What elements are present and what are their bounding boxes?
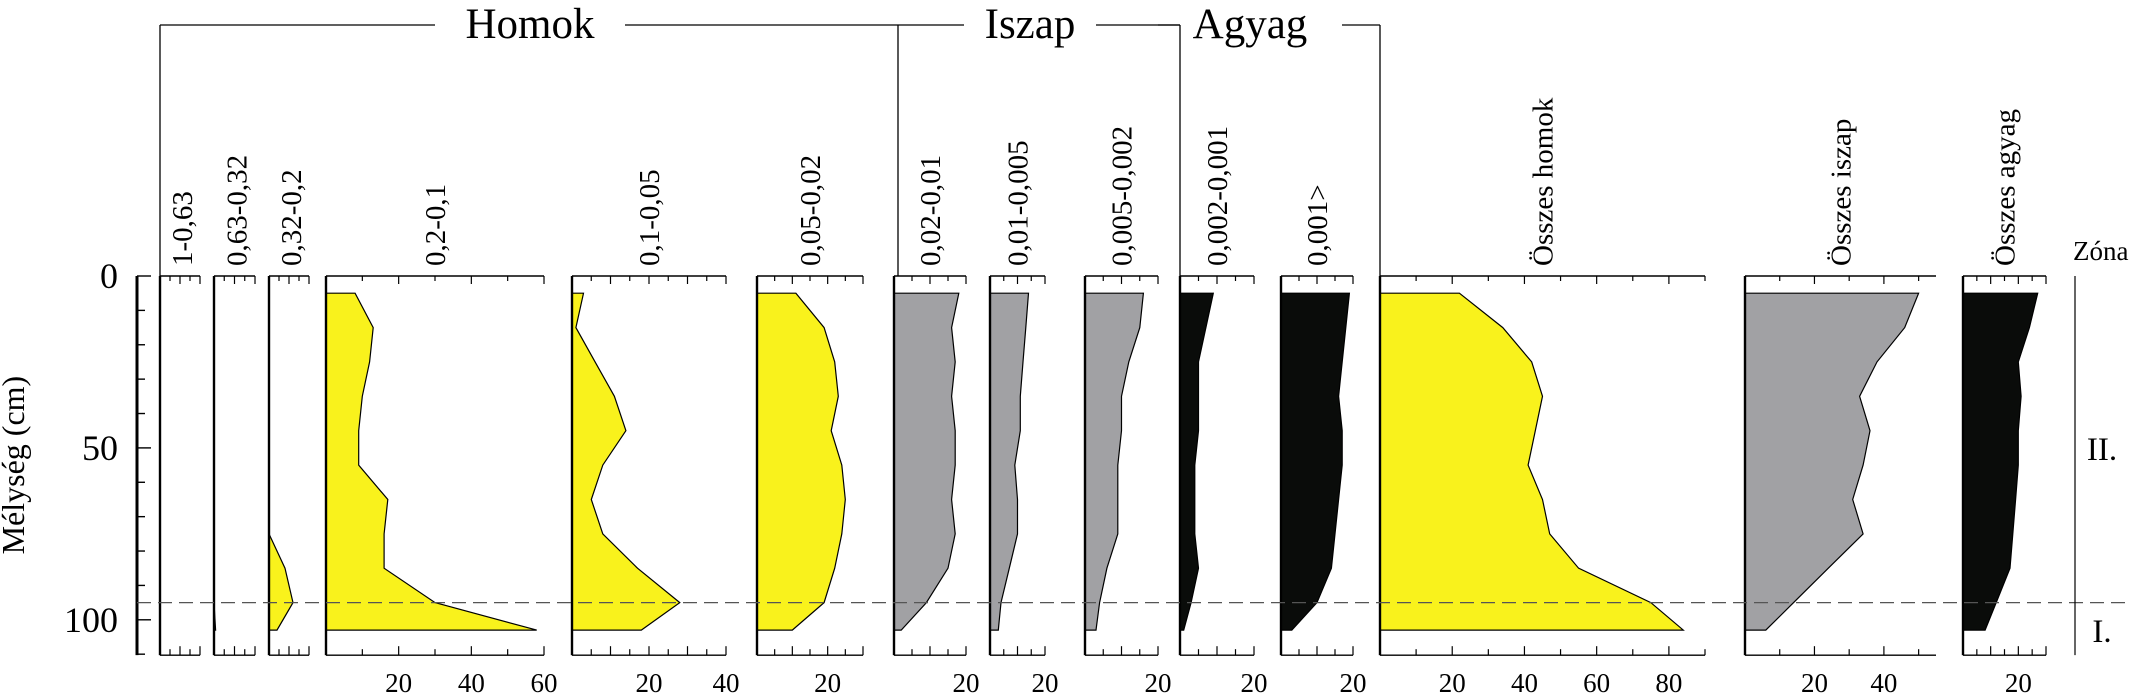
depth-tick-label: 50 <box>82 428 118 468</box>
x-tick-label: 20 <box>385 668 412 696</box>
series-area-10 <box>1280 292 1351 631</box>
x-tick-label: 20 <box>1145 668 1172 696</box>
axes-layer <box>135 24 2132 656</box>
panel-title: Összes iszap <box>1826 119 1858 266</box>
series-area-8 <box>1084 292 1145 631</box>
panel-title: 1-0,63 <box>167 191 199 266</box>
panel-title: 0,005-0,002 <box>1107 126 1139 266</box>
x-tick-label: 80 <box>1655 668 1682 696</box>
panel-title: Összes homok <box>1528 97 1560 266</box>
panel-title: 0,05-0,02 <box>795 155 827 266</box>
panel-title: 0,63-0,32 <box>222 155 254 266</box>
series-area-13 <box>1962 292 2039 631</box>
panel-title: 0,32-0,2 <box>276 169 308 266</box>
series-fills-layer <box>213 292 2039 631</box>
series-area-11 <box>1379 292 1685 631</box>
panel-title: Összes agyag <box>1990 109 2022 266</box>
series-area-3 <box>325 292 537 631</box>
group-label: Iszap <box>985 1 1076 48</box>
x-tick-label: 20 <box>1241 668 1268 696</box>
x-tick-label: 40 <box>1870 668 1897 696</box>
series-area-12 <box>1744 292 1920 631</box>
panel-title: 0,2-0,1 <box>420 184 452 266</box>
series-area-2 <box>268 293 294 631</box>
series-area-9 <box>1179 292 1215 631</box>
x-tick-label: 60 <box>531 668 558 696</box>
panel-title: 0,001> <box>1302 184 1334 266</box>
x-tick-label: 20 <box>1439 668 1466 696</box>
x-tick-label: 20 <box>953 668 980 696</box>
series-area-5 <box>756 292 846 631</box>
zone-label: I. <box>2092 614 2111 650</box>
x-tick-label: 60 <box>1583 668 1610 696</box>
group-label: Agyag <box>1193 1 1308 48</box>
x-tick-label: 40 <box>713 668 740 696</box>
series-area-6 <box>893 292 960 631</box>
panel-title: 0,01-0,005 <box>1003 140 1035 266</box>
x-tick-label: 20 <box>1340 668 1367 696</box>
series-area-7 <box>989 292 1030 631</box>
panel-title: 0,02-0,01 <box>915 155 947 266</box>
group-label: Homok <box>466 1 596 48</box>
depth-axis-title: Mélység (cm) <box>0 376 31 555</box>
x-tick-label: 20 <box>814 668 841 696</box>
x-tick-label: 20 <box>1032 668 1059 696</box>
zone-title: Zóna <box>2073 236 2128 266</box>
depth-tick-label: 0 <box>100 256 118 296</box>
zone-label: II. <box>2087 432 2117 468</box>
x-tick-label: 20 <box>1801 668 1828 696</box>
x-tick-label: 20 <box>636 668 663 696</box>
panel-title: 0,002-0,001 <box>1202 126 1234 266</box>
panel-title: 0,1-0,05 <box>634 169 666 266</box>
x-tick-label: 40 <box>1511 668 1538 696</box>
x-tick-label: 20 <box>2005 668 2032 696</box>
depth-tick-label: 100 <box>64 600 118 640</box>
series-area-4 <box>571 292 681 631</box>
x-tick-label: 40 <box>458 668 485 696</box>
